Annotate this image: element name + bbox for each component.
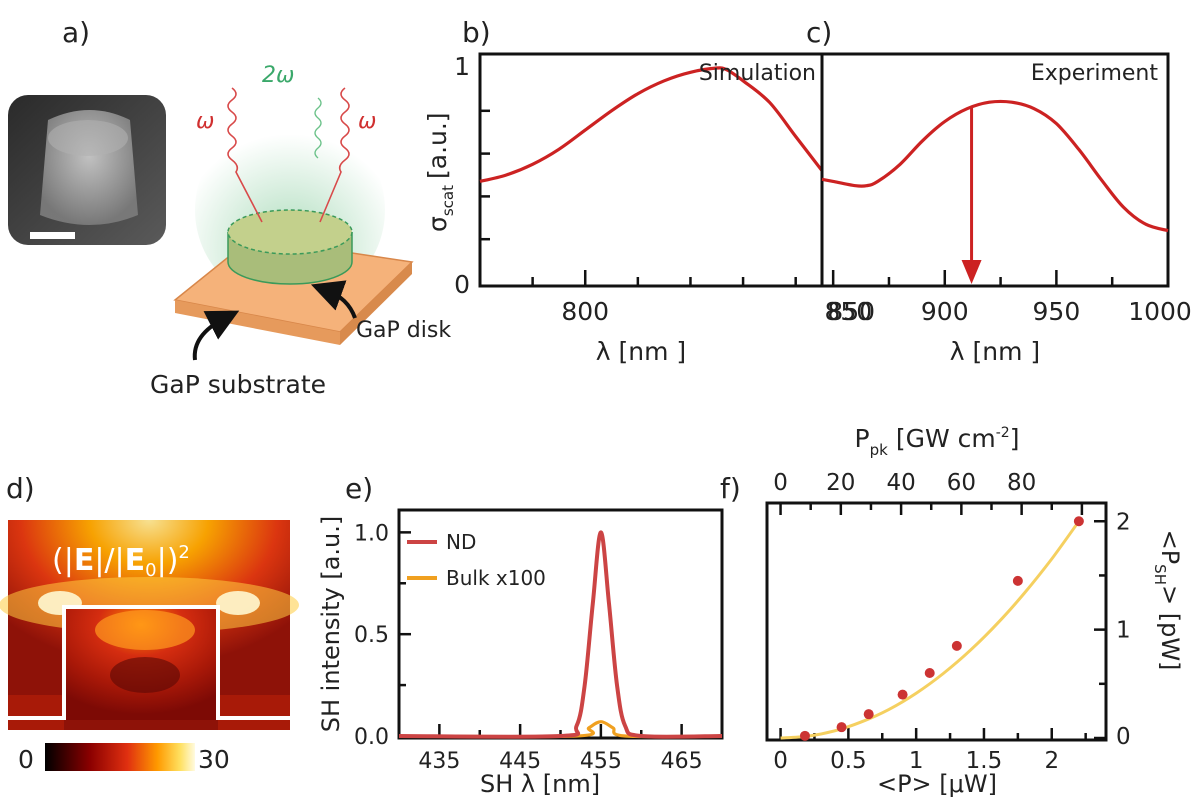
x-tick-label-b-800: 800 <box>561 297 609 326</box>
legend-label-nd: ND <box>446 530 476 554</box>
y-tick-label-e-0: 0.0 <box>354 725 389 750</box>
disk-schematic: ω 2ω ω GaP disk GaP substrate <box>150 63 451 399</box>
panel-c: c) Experiment 850 900 950 1000 λ [nm ] <box>806 16 1192 366</box>
x-axis-label-e: SH λ [nm] <box>480 770 600 798</box>
data-point <box>1073 516 1084 527</box>
tick-marks-e <box>399 531 683 738</box>
resonance-arrowhead <box>961 260 982 284</box>
series-line-b <box>479 66 824 183</box>
scale-bar <box>30 232 75 239</box>
field-map: (|E|/|E0|)2 <box>0 520 299 743</box>
omega-2-label: 2ω <box>262 63 294 88</box>
series-line-fit <box>780 520 1081 740</box>
legend-label-bulk: Bulk x100 <box>446 566 546 590</box>
gap-substrate-label: GaP substrate <box>150 370 326 399</box>
x-tick-label-c-950: 950 <box>1033 297 1081 326</box>
beam-left <box>227 87 263 223</box>
omega-right: ω <box>358 109 376 134</box>
top-axis-label-f: Ppk [GW cm-2] <box>855 424 1020 459</box>
top-tick-label-f-40: 40 <box>886 470 915 496</box>
x-tick-label-f-0: 0 <box>773 748 788 774</box>
x-tick-label-c-850: 850 <box>827 297 875 326</box>
x-tick-label-f-05: 0.5 <box>830 748 867 774</box>
y-tick-label-f-2: 2 <box>1116 509 1131 535</box>
data-point <box>836 722 847 733</box>
data-point <box>1012 575 1023 586</box>
top-tick-label-f-0: 0 <box>773 470 788 496</box>
colorbar: 0 30 <box>18 743 230 774</box>
colorbar-min: 0 <box>18 745 34 774</box>
y-tick-label-e-05: 0.5 <box>354 623 389 648</box>
x-axis-label-f: <P> [μW] <box>877 770 997 798</box>
plot-title-c: Experiment <box>1031 61 1158 86</box>
plot-frame-c <box>820 52 1170 288</box>
x-tick-label-e-435: 435 <box>418 749 460 774</box>
data-points-f <box>799 516 1084 741</box>
sem-image <box>8 95 166 245</box>
data-point <box>951 640 962 651</box>
panel-b-label: b) <box>462 16 491 49</box>
series-line-c <box>821 99 1169 233</box>
top-tick-label-f-80: 80 <box>1007 470 1036 496</box>
colorbar-gradient <box>45 743 195 771</box>
y-tick-label-b-1: 1 <box>454 52 470 81</box>
tick-marks-b <box>480 109 797 286</box>
sh-beam <box>314 97 322 159</box>
disk-outline <box>8 605 290 720</box>
plot-title-b: Simulation <box>699 61 816 86</box>
x-axis-label-c: λ [nm ] <box>950 337 1040 366</box>
panel-e: e) ND Bulk x100 1.0 0.5 0.0 435 445 455 … <box>317 472 724 798</box>
disk-arrow <box>310 280 357 319</box>
data-point <box>799 730 810 741</box>
y-axis-label-b: σscat[a.u.] <box>423 112 457 232</box>
panel-d: d) (|E|/|E0|)2 0 30 <box>0 472 299 774</box>
omega-left: ω <box>196 109 214 134</box>
x-tick-label-e-465: 465 <box>661 749 703 774</box>
y-tick-label-f-1: 1 <box>1116 618 1131 644</box>
panel-d-label: d) <box>6 472 35 505</box>
x-axis-label-b: λ [nm ] <box>596 337 686 366</box>
gap-disk <box>227 209 353 285</box>
field-label: (|E|/|E0|)2 <box>52 542 190 581</box>
top-tick-label-f-20: 20 <box>826 470 855 496</box>
y-tick-label-b-0: 0 <box>454 270 470 299</box>
field-scale-bar <box>33 735 118 743</box>
x-tick-label-c-900: 900 <box>921 297 969 326</box>
colorbar-max: 30 <box>198 745 230 774</box>
x-tick-label-c-1000: 1000 <box>1128 297 1192 326</box>
substrate-side <box>340 262 412 345</box>
series-line-nd <box>398 530 723 739</box>
x-tick-label-e-445: 445 <box>499 749 541 774</box>
tick-marks-f <box>779 503 1106 740</box>
legend-e: ND Bulk x100 <box>407 530 546 590</box>
x-tick-label-b-850: 850 <box>824 297 872 326</box>
top-tick-label-f-60: 60 <box>947 470 976 496</box>
y-axis-label-e: SH intensity [a.u.] <box>317 516 345 733</box>
x-tick-label-e-455: 455 <box>580 749 622 774</box>
x-tick-label-f-15: 1.5 <box>966 748 1003 774</box>
panel-f-label: f) <box>720 472 741 505</box>
panel-e-label: e) <box>345 472 373 505</box>
substrate-arrow <box>192 310 240 361</box>
panel-c-label: c) <box>806 16 832 49</box>
y-tick-label-e-1: 1.0 <box>354 521 389 546</box>
x-tick-label-f-1: 1 <box>909 748 924 774</box>
tick-marks-c <box>831 270 1114 286</box>
panel-f: f) Ppk [GW cm-2] 0 20 40 60 80 0 0.5 1 1.… <box>720 424 1184 798</box>
panel-a: a) ω 2ω ω <box>8 16 451 399</box>
gap-disk-label: GaP disk <box>356 318 451 343</box>
panel-a-label: a) <box>62 16 90 49</box>
beam-right <box>319 87 350 223</box>
y-tick-label-f-0: 0 <box>1116 724 1131 750</box>
data-point <box>924 667 935 678</box>
panel-b: b) Simulation 1 0 800 850 λ [nm ] σscat[… <box>423 16 872 366</box>
plot-frame-f <box>765 501 1108 742</box>
y-axis-label-f: <PSH> [pW] <box>1151 530 1184 671</box>
data-point <box>863 709 874 720</box>
plot-frame-b <box>478 52 824 288</box>
data-point <box>897 689 908 700</box>
x-tick-label-f-2: 2 <box>1044 748 1059 774</box>
